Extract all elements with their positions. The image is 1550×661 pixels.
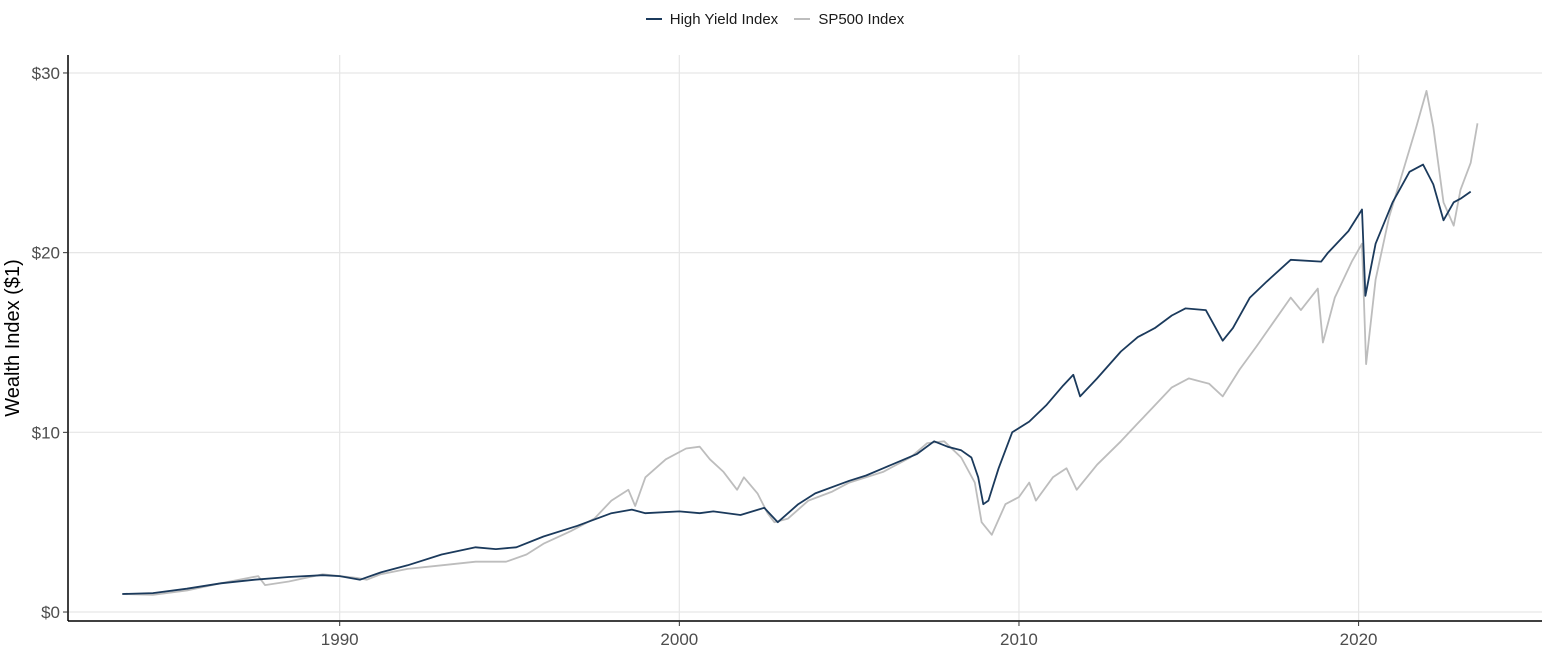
legend-label-sp500: SP500 Index xyxy=(818,10,905,28)
x-tick-label: 1990 xyxy=(321,630,359,649)
legend-swatch-sp500 xyxy=(794,18,811,20)
x-tick-label: 2010 xyxy=(1000,630,1038,649)
y-axis-title: Wealth Index ($1) xyxy=(2,259,24,417)
x-tick-label: 2000 xyxy=(660,630,698,649)
y-tick-label: $0 xyxy=(41,603,60,622)
legend-swatch-high-yield xyxy=(645,18,662,20)
y-tick-label: $20 xyxy=(32,244,60,263)
x-tick-label: 2020 xyxy=(1340,630,1378,649)
y-tick-label: $30 xyxy=(32,64,60,83)
legend-item-high-yield: High Yield Index xyxy=(645,10,779,28)
series-line-high-yield xyxy=(122,163,1472,595)
legend-label-high-yield: High Yield Index xyxy=(669,10,779,28)
gridlines xyxy=(68,55,1542,621)
tick-labels: $0 $10 $20 $30 1990 2000 2010 2020 xyxy=(32,64,1378,649)
legend-item-sp500: SP500 Index xyxy=(794,11,904,28)
series-line-sp500 xyxy=(122,90,1479,596)
y-tick-label: $10 xyxy=(32,423,60,442)
legend: High Yield Index SP500 Index xyxy=(0,7,1550,28)
series-layer xyxy=(122,90,1479,596)
axes xyxy=(67,55,1542,622)
